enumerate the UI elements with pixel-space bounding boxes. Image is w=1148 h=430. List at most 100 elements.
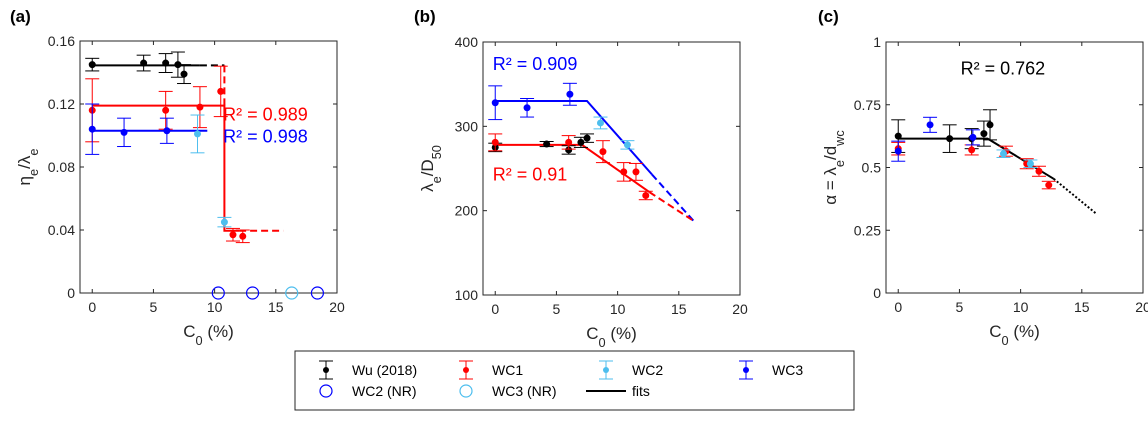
point-wc3 bbox=[491, 99, 499, 107]
axes-box bbox=[482, 41, 741, 296]
point-wc1 bbox=[565, 138, 573, 146]
point-wc1 bbox=[239, 232, 247, 240]
point-wc3 bbox=[120, 128, 128, 136]
y-tick-label: 0.25 bbox=[854, 222, 881, 238]
y-axis-label: α = λe/dwc bbox=[821, 130, 847, 205]
panel-a: 0 5 10 15 20 0 0.04 0.08 0.12 0.16 C0 (%) ηe/λe (a) R… bbox=[10, 7, 345, 348]
y-axis-label: λe/D50 bbox=[418, 145, 444, 192]
point-wu bbox=[946, 135, 954, 143]
point-wc3 bbox=[566, 90, 574, 98]
point-wc3 bbox=[523, 104, 531, 112]
point-wu bbox=[180, 70, 188, 78]
r2-annotation: R² = 0.989 bbox=[223, 105, 308, 125]
x-tick-label: 20 bbox=[329, 299, 345, 315]
point-wu bbox=[162, 59, 170, 67]
x-tick-label: 0 bbox=[491, 301, 499, 317]
point-wc1 bbox=[599, 148, 607, 156]
y-tick-label: 0.04 bbox=[48, 222, 75, 238]
x-tick-label: 20 bbox=[1135, 299, 1148, 315]
x-tick-label: 15 bbox=[268, 299, 284, 315]
legend-label-wu: Wu (2018) bbox=[352, 362, 417, 378]
point-wc1 bbox=[229, 231, 237, 239]
y-tick-label: 100 bbox=[455, 287, 479, 303]
legend-label-wc3: WC3 bbox=[772, 362, 803, 378]
fit-line-wu bbox=[1053, 178, 1098, 215]
point-wc1 bbox=[642, 191, 650, 199]
point-wc1 bbox=[491, 138, 499, 146]
point-wu bbox=[543, 140, 551, 148]
x-axis-label: C0 (%) bbox=[586, 324, 637, 350]
y-tick-label: 1 bbox=[873, 34, 881, 50]
legend-marker-dot bbox=[743, 367, 749, 373]
point-wc1 bbox=[162, 106, 170, 114]
x-tick-label: 10 bbox=[1013, 299, 1029, 315]
x-axis-label: C0 (%) bbox=[989, 322, 1040, 348]
x-tick-label: 5 bbox=[956, 299, 964, 315]
legend-marker-dot bbox=[603, 367, 609, 373]
point-wc1 bbox=[1045, 181, 1053, 189]
point-wc2nr bbox=[245, 286, 260, 300]
legend-label-wc3nr: WC3 (NR) bbox=[492, 383, 557, 399]
x-tick-label: 5 bbox=[150, 299, 158, 315]
point-wc1 bbox=[968, 146, 976, 154]
y-tick-label: 0.08 bbox=[48, 159, 75, 175]
y-tick-label: 0 bbox=[67, 285, 75, 301]
x-tick-label: 0 bbox=[894, 299, 902, 315]
point-wc1 bbox=[632, 168, 640, 176]
legend-marker-dot bbox=[323, 367, 329, 373]
point-wc3 bbox=[894, 147, 902, 155]
fit-line-wc3 bbox=[495, 100, 653, 176]
x-tick-label: 10 bbox=[610, 301, 626, 317]
fit-line-wc1 bbox=[648, 191, 695, 222]
y-tick-label: 300 bbox=[455, 118, 479, 134]
legend-box bbox=[294, 350, 855, 411]
point-wu bbox=[980, 130, 988, 138]
point-wu bbox=[894, 132, 902, 140]
point-wu bbox=[140, 59, 148, 67]
point-wc1 bbox=[217, 87, 225, 95]
r2-annotation: R² = 0.91 bbox=[493, 164, 568, 184]
legend-label-fits: fits bbox=[632, 383, 650, 399]
y-tick-label: 0 bbox=[873, 285, 881, 301]
legend-marker-circle bbox=[319, 384, 333, 398]
y-tick-label: 400 bbox=[455, 34, 479, 50]
point-wc3nr bbox=[285, 286, 299, 300]
r2-annotation: R² = 0.762 bbox=[961, 59, 1046, 79]
axes-box bbox=[885, 41, 1144, 294]
x-axis-label: C0 (%) bbox=[183, 322, 234, 348]
legend-label-wc2: WC2 bbox=[632, 362, 663, 378]
point-wc3 bbox=[163, 127, 171, 135]
point-wc2 bbox=[596, 119, 604, 127]
point-wc2 bbox=[193, 130, 201, 138]
legend-marker-dot bbox=[463, 367, 469, 373]
point-wc2 bbox=[1026, 160, 1034, 168]
x-tick-label: 5 bbox=[553, 301, 561, 317]
point-wc2nr bbox=[211, 286, 225, 300]
y-tick-label: 0.75 bbox=[854, 97, 881, 113]
x-tick-label: 20 bbox=[732, 301, 748, 317]
point-wc2 bbox=[999, 150, 1007, 158]
y-tick-label: 0.16 bbox=[48, 33, 75, 49]
legend-label-wc2nr: WC2 (NR) bbox=[352, 383, 417, 399]
x-tick-label: 10 bbox=[207, 299, 223, 315]
point-wc3 bbox=[88, 125, 96, 133]
point-wc3 bbox=[969, 133, 977, 141]
y-axis-label: ηe/λe bbox=[15, 149, 41, 186]
y-tick-label: 200 bbox=[455, 203, 479, 219]
panel-label: (b) bbox=[414, 7, 436, 26]
panel-label: (c) bbox=[818, 7, 839, 26]
point-wu bbox=[583, 134, 591, 142]
panel-b: 0 5 10 15 20 100 200 300 400 C0 (%) λe/D50 (b) R² = … bbox=[414, 7, 748, 350]
legend-label-wc1: WC1 bbox=[492, 362, 523, 378]
axes-box bbox=[79, 40, 338, 294]
r2-annotation: R² = 0.909 bbox=[493, 54, 578, 74]
point-wc2 bbox=[220, 218, 228, 226]
x-tick-label: 15 bbox=[1074, 299, 1090, 315]
legend-marker-circle bbox=[459, 384, 473, 398]
legend: Wu (2018) WC1 WC2 WC3 WC2 (NR) WC3 (NR) fits bbox=[294, 350, 855, 411]
y-tick-label: 0.12 bbox=[48, 96, 75, 112]
point-wc2nr bbox=[310, 286, 325, 300]
r2-annotation: R² = 0.998 bbox=[223, 127, 308, 147]
point-wu bbox=[88, 61, 96, 69]
